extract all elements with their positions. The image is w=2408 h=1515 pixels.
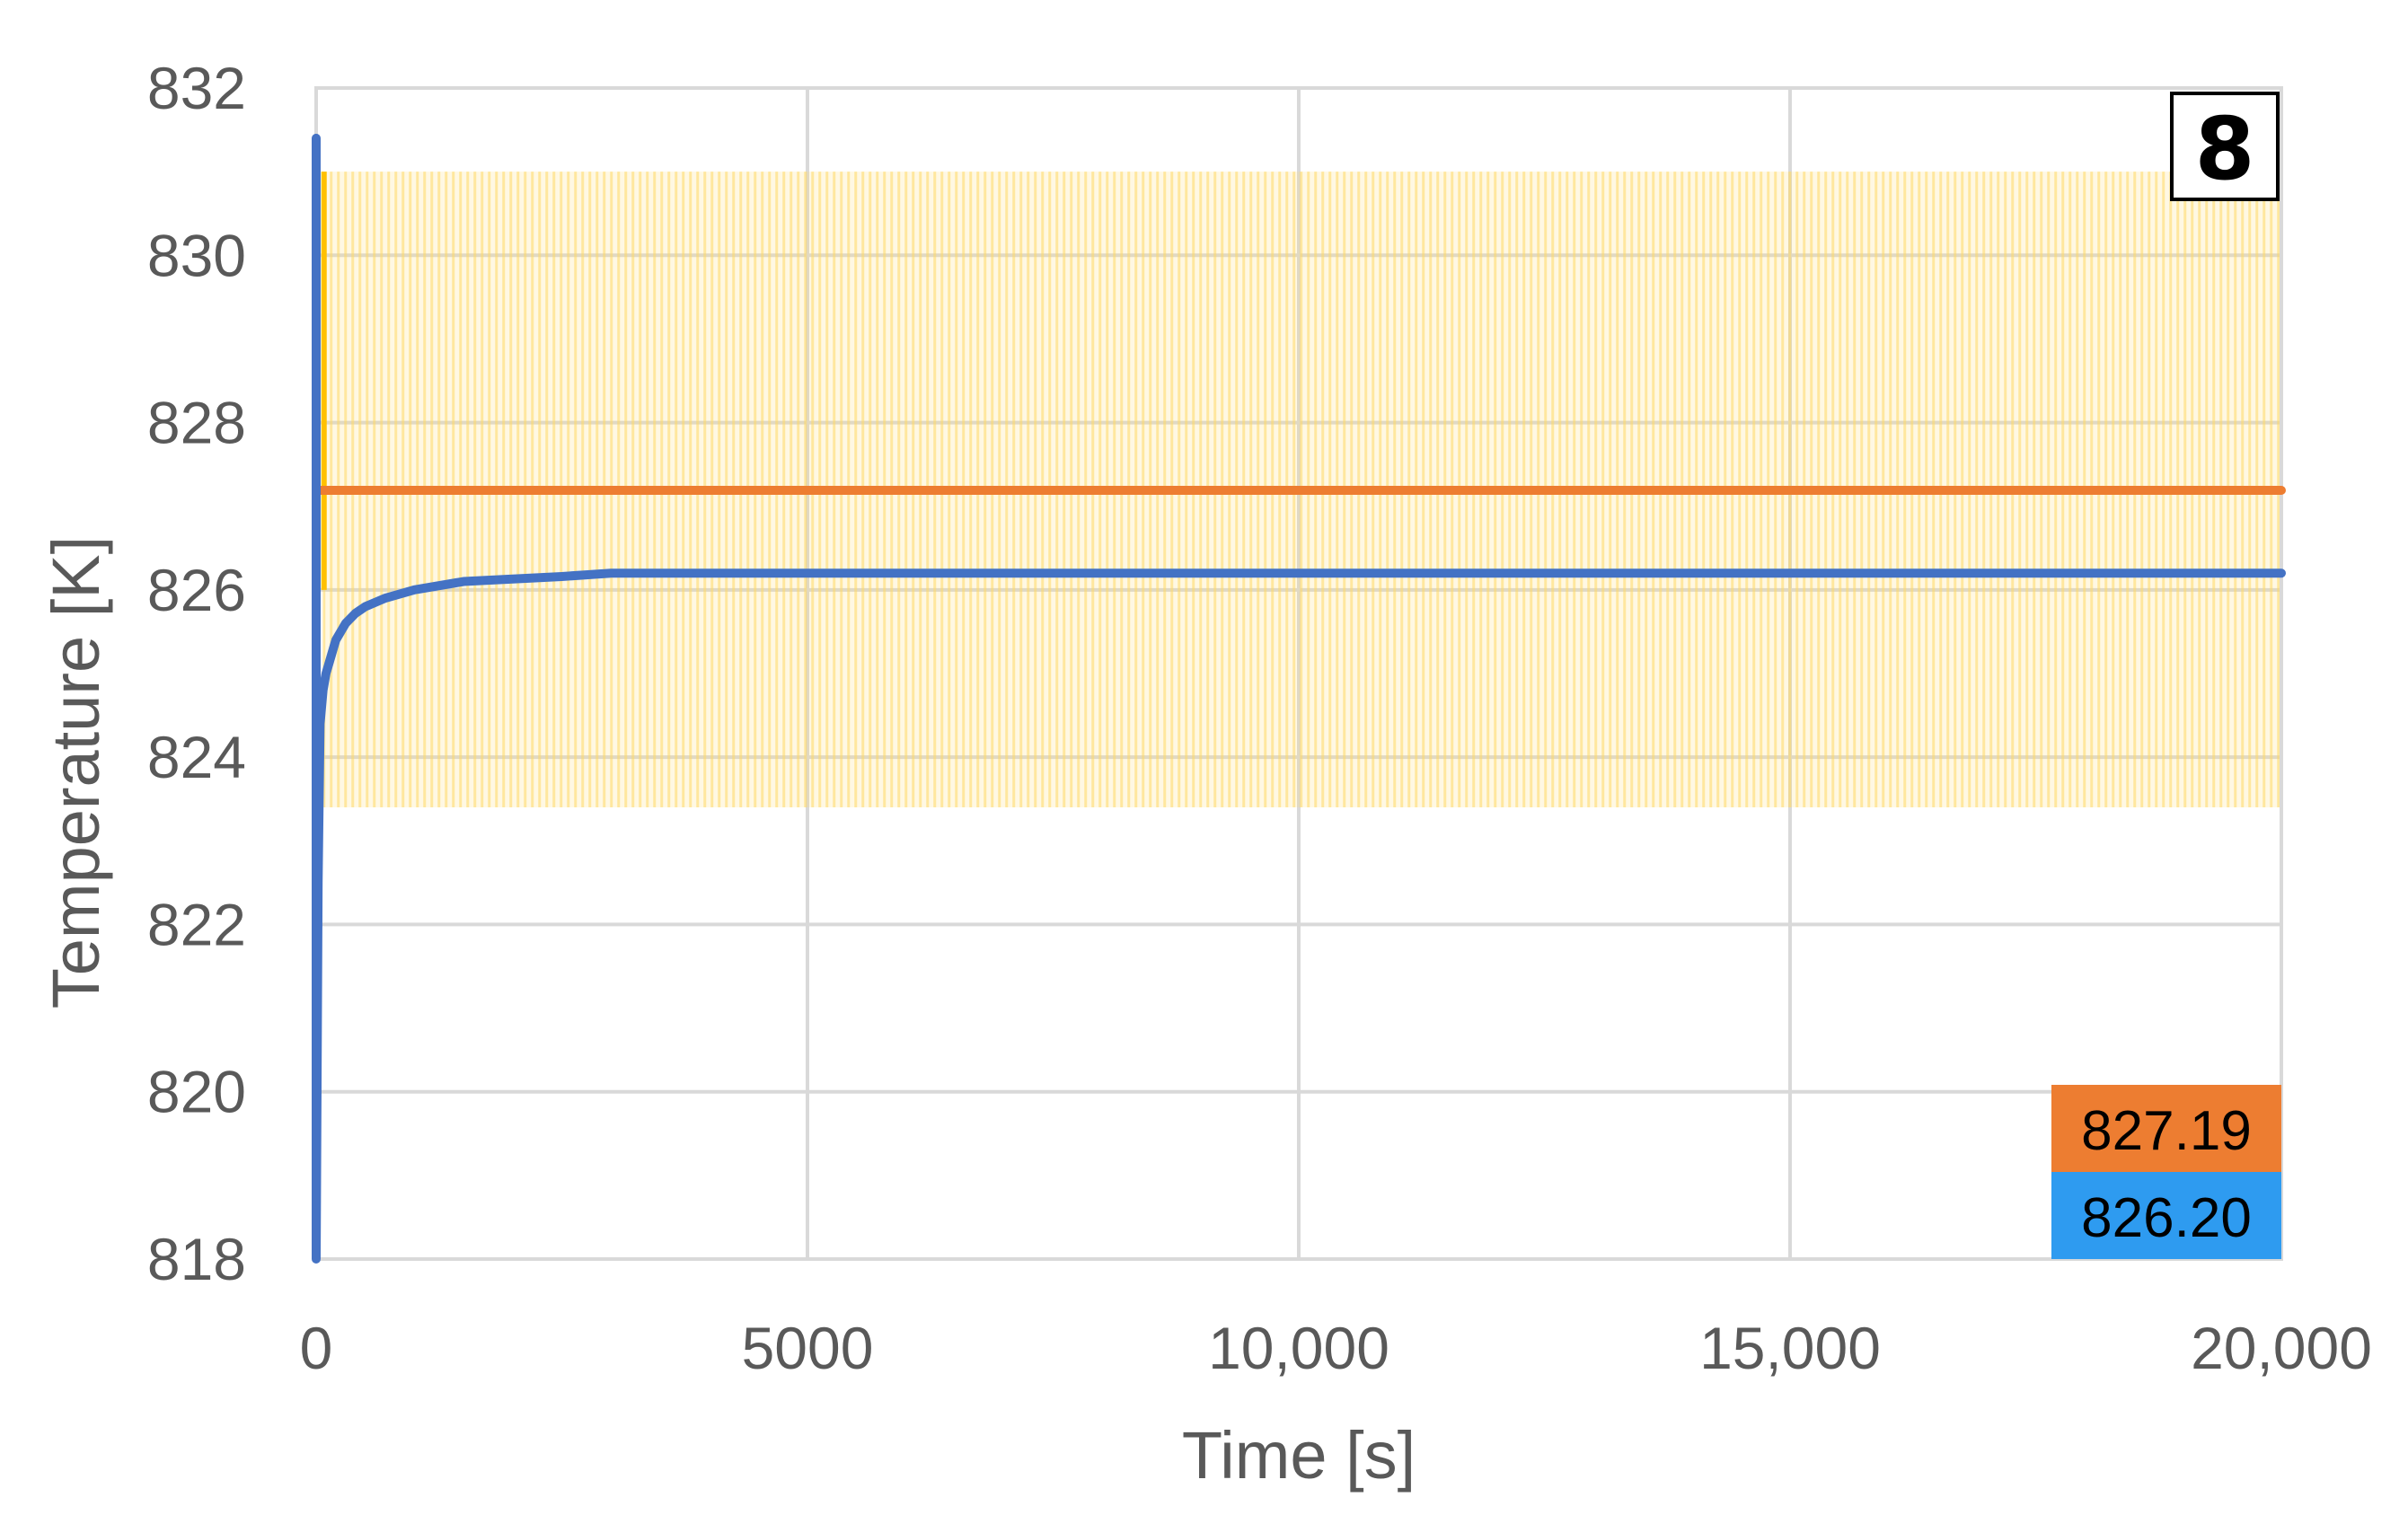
y-tick-label: 824 <box>147 724 246 790</box>
x-axis-tick-labels: 0 5000 10,000 15,000 20,000 <box>300 1315 2372 1381</box>
y-tick-label: 822 <box>147 891 246 957</box>
series-lines <box>312 133 2286 1264</box>
value-box <box>2051 1172 2281 1259</box>
y-tick-label: 828 <box>147 390 246 456</box>
y-axis-title: Temperature [K] <box>39 536 113 1009</box>
x-tick-label: 10,000 <box>1208 1315 1389 1381</box>
series-line-1 <box>312 133 2286 1264</box>
value-box-label: 827.19 <box>2081 1100 2252 1162</box>
y-tick-label: 832 <box>147 55 246 121</box>
y-tick-label: 820 <box>147 1059 246 1125</box>
y-tick-label: 830 <box>147 222 246 288</box>
x-axis-title: Time [s] <box>1182 1418 1416 1493</box>
panel-label: 8 <box>2195 99 2255 199</box>
x-tick-label: 20,000 <box>2191 1315 2372 1381</box>
panel-label-box: 8 <box>2170 92 2280 201</box>
x-tick-label: 15,000 <box>1699 1315 1881 1381</box>
value-boxes: 827.19 826.20 <box>2051 1085 2281 1259</box>
x-tick-label: 5000 <box>742 1315 874 1381</box>
y-tick-label: 826 <box>147 557 246 623</box>
value-box-label: 826.20 <box>2081 1187 2252 1249</box>
x-tick-label: 0 <box>300 1315 333 1381</box>
value-box <box>2051 1085 2281 1172</box>
y-tick-label: 818 <box>147 1226 246 1292</box>
y-axis-tick-labels: 818 820 822 824 826 828 830 832 <box>147 55 246 1292</box>
